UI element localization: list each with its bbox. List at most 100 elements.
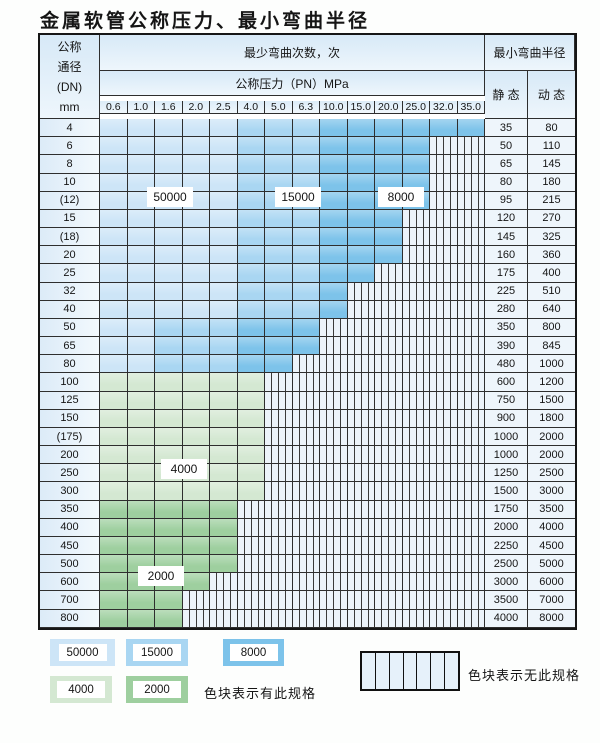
- no-spec-cell: [457, 264, 485, 283]
- no-spec-cell: [375, 373, 403, 392]
- dynamic-radius-cell: 5000: [528, 555, 575, 574]
- no-spec-cell: [402, 464, 430, 483]
- spec-cell: [155, 500, 183, 519]
- no-spec-cell: [347, 518, 375, 537]
- spec-cell: [155, 137, 183, 156]
- no-spec-cell: [210, 573, 238, 592]
- spec-cell: [237, 318, 265, 338]
- no-spec-cell: [375, 409, 403, 428]
- no-spec-cell: [292, 446, 320, 465]
- dn-cell: 500: [40, 555, 100, 574]
- no-spec-cell: [457, 282, 485, 301]
- spec-cell: [375, 228, 403, 247]
- spec-cell: [347, 191, 375, 210]
- no-spec-cell: [347, 355, 375, 374]
- spec-cell: [210, 482, 238, 501]
- spec-cell: [127, 609, 155, 628]
- spec-cell: [100, 119, 128, 138]
- spec-cell: [100, 209, 128, 229]
- spec-cell: [127, 282, 155, 301]
- dn-cell: 800: [40, 609, 100, 628]
- header-pressure-value: 15.0: [347, 101, 375, 114]
- no-spec-cell: [237, 591, 265, 610]
- dn-cell: 20: [40, 246, 100, 265]
- no-spec-cell: [375, 536, 403, 556]
- header-nominal-pressure: 公称压力（PN）MPa: [100, 71, 485, 96]
- no-spec-cell: [347, 482, 375, 501]
- no-spec-cell: [320, 373, 348, 392]
- no-spec-cell: [402, 482, 430, 501]
- dynamic-radius-cell: 215: [528, 191, 575, 210]
- header-pressure-value: 25.0: [402, 101, 430, 114]
- spec-cell: [237, 300, 265, 319]
- no-spec-cell: [457, 318, 485, 338]
- no-spec-cell: [320, 409, 348, 428]
- static-radius-cell: 95: [485, 191, 528, 210]
- no-spec-cell: [430, 318, 458, 338]
- spec-cell: [320, 264, 348, 283]
- legend-stripe: [362, 653, 376, 689]
- table-row: 4 35 80: [40, 119, 575, 138]
- table-row: 50 350 800: [40, 318, 575, 338]
- no-spec-cell: [457, 409, 485, 428]
- legend-stripe: [403, 653, 418, 689]
- spec-cell: [155, 119, 183, 138]
- legend-no-spec-swatch: [360, 651, 460, 691]
- header-bend-cycles: 最少弯曲次数，次: [100, 35, 485, 71]
- no-spec-cell: [457, 573, 485, 592]
- no-spec-cell: [375, 573, 403, 592]
- static-radius-cell: 1500: [485, 482, 528, 501]
- dn-cell: 6: [40, 137, 100, 156]
- spec-cell: [210, 209, 238, 229]
- dn-cell: 80: [40, 355, 100, 374]
- table-row: 800 4000 8000: [40, 609, 575, 628]
- dn-cell: 65: [40, 337, 100, 356]
- no-spec-cell: [402, 391, 430, 410]
- no-spec-cell: [457, 173, 485, 192]
- legend-stripe: [417, 653, 432, 689]
- spec-cell: [182, 518, 210, 537]
- no-spec-cell: [347, 373, 375, 392]
- spec-cell: [375, 209, 403, 229]
- spec-cell: [182, 318, 210, 338]
- no-spec-cell: [347, 446, 375, 465]
- no-spec-cell: [402, 264, 430, 283]
- dn-cell: 400: [40, 518, 100, 537]
- spec-cell: [237, 173, 265, 192]
- static-radius-cell: 280: [485, 300, 528, 319]
- dynamic-radius-cell: 1800: [528, 409, 575, 428]
- spec-cell: [210, 191, 238, 210]
- no-spec-cell: [457, 555, 485, 574]
- no-spec-cell: [347, 500, 375, 519]
- spec-cell: [320, 209, 348, 229]
- spec-cell: [127, 536, 155, 556]
- spec-cell: [127, 209, 155, 229]
- spec-cell: [265, 228, 293, 247]
- no-spec-cell: [320, 482, 348, 501]
- no-spec-cell: [347, 391, 375, 410]
- spec-cell: [347, 246, 375, 265]
- spec-cell: [210, 228, 238, 247]
- static-radius-cell: 2250: [485, 536, 528, 556]
- spec-cell: [265, 246, 293, 265]
- no-spec-cell: [430, 427, 458, 447]
- header-pressure-value: 4.0: [237, 101, 265, 114]
- spec-cell: [347, 155, 375, 174]
- header-pressure-value: 6.3: [292, 101, 320, 114]
- dn-cell: (175): [40, 427, 100, 447]
- spec-cell: [100, 391, 128, 410]
- no-spec-cell: [320, 609, 348, 628]
- static-radius-cell: 80: [485, 173, 528, 192]
- static-radius-cell: 350: [485, 318, 528, 338]
- no-spec-cell: [430, 591, 458, 610]
- static-radius-cell: 225: [485, 282, 528, 301]
- spec-cell: [100, 609, 128, 628]
- table-row: 600 3000 6000: [40, 573, 575, 592]
- no-spec-cell: [292, 500, 320, 519]
- no-spec-cell: [430, 409, 458, 428]
- spec-cell: [182, 282, 210, 301]
- no-spec-cell: [402, 318, 430, 338]
- table-row: 6 50 110: [40, 137, 575, 156]
- static-radius-cell: 145: [485, 228, 528, 247]
- no-spec-cell: [430, 228, 458, 247]
